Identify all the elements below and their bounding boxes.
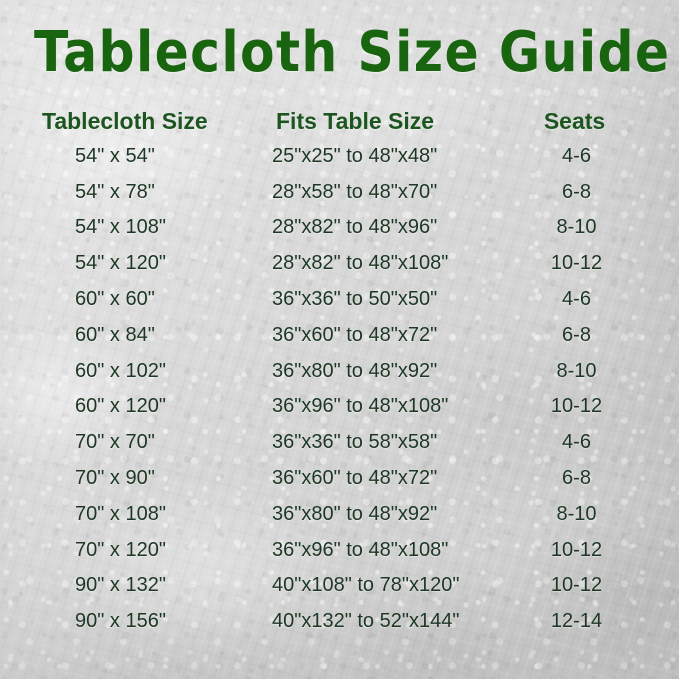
table-row: 54" x 108" 28"x82" to 48"x96" 8-10 [0,210,679,246]
cell-seats: 4-6 [562,144,591,167]
table-row: 90" x 132" 40"x108" to 78"x120" 10-12 [0,568,679,604]
table-header: Tablecloth Size Fits Table Size Seats [0,104,679,138]
table-row: 60" x 120" 36"x96" to 48"x108" 10-12 [0,389,679,425]
column-header-seats: Seats [543,108,606,134]
cell-tablecloth-size: 70" x 90" [75,467,155,490]
table-row: 90" x 156" 40"x132" to 52"x144" 12-14 [0,603,679,639]
cell-seats: 8-10 [556,502,597,525]
cell-seats: 8-10 [556,216,597,239]
cell-fits-table-size: 28"x58" to 48"x70" [272,180,438,203]
table-row: 60" x 84" 36"x60" to 48"x72" 6-8 [0,317,679,353]
cell-tablecloth-size: 70" x 70" [75,431,155,454]
cell-seats: 10-12 [550,395,603,418]
column-header-fits-table-size: Fits Table Size [276,108,435,134]
table-row: 70" x 108" 36"x80" to 48"x92" 8-10 [0,496,679,532]
cell-fits-table-size: 36"x60" to 48"x72" [272,323,438,346]
cell-tablecloth-size: 60" x 84" [75,323,155,346]
column-header-tablecloth-size: Tablecloth Size [42,108,208,134]
cell-fits-table-size: 36"x80" to 48"x92" [272,502,438,525]
cell-seats: 4-6 [562,288,591,311]
table-row: 70" x 120" 36"x96" to 48"x108" 10-12 [0,532,679,568]
cell-tablecloth-size: 90" x 156" [75,610,166,633]
cell-fits-table-size: 36"x96" to 48"x108" [272,395,449,418]
cell-fits-table-size: 40"x108" to 78"x120" [272,574,460,597]
cell-tablecloth-size: 60" x 60" [75,288,155,311]
table-row: 60" x 60" 36"x36" to 50"x50" 4-6 [0,281,679,317]
table-row: 70" x 90" 36"x60" to 48"x72" 6-8 [0,460,679,496]
cell-seats: 6-8 [562,180,591,203]
cell-tablecloth-size: 60" x 102" [75,359,166,382]
cell-seats: 10-12 [550,252,603,275]
table-header-row: Tablecloth Size Fits Table Size Seats [0,104,679,138]
cell-tablecloth-size: 54" x 54" [75,144,155,167]
cell-seats: 6-8 [562,323,591,346]
cell-seats: 10-12 [550,574,603,597]
cell-fits-table-size: 40"x132" to 52"x144" [272,610,460,633]
table-row: 60" x 102" 36"x80" to 48"x92" 8-10 [0,353,679,389]
cell-tablecloth-size: 90" x 132" [75,574,166,597]
cell-seats: 8-10 [556,359,597,382]
cell-seats: 6-8 [562,467,591,490]
table-body: 54" x 54" 25"x25" to 48"x48" 4-6 54" x 78" 2… [0,138,679,639]
cell-fits-table-size: 36"x60" to 48"x72" [272,467,438,490]
cell-tablecloth-size: 54" x 78" [75,180,155,203]
cell-tablecloth-size: 60" x 120" [75,395,166,418]
cell-fits-table-size: 28"x82" to 48"x108" [272,252,449,275]
cell-tablecloth-size: 70" x 108" [75,502,166,525]
page-title: Tablecloth Size Guide [33,20,671,85]
cell-seats: 12-14 [550,610,603,633]
cell-fits-table-size: 25"x25" to 48"x48" [272,144,438,167]
cell-fits-table-size: 36"x96" to 48"x108" [272,538,449,561]
cell-seats: 4-6 [562,431,591,454]
table-row: 54" x 120" 28"x82" to 48"x108" 10-12 [0,245,679,281]
cell-tablecloth-size: 54" x 120" [75,252,166,275]
table-row: 54" x 54" 25"x25" to 48"x48" 4-6 [0,138,679,174]
cell-fits-table-size: 36"x36" to 58"x58" [272,431,438,454]
cell-fits-table-size: 28"x82" to 48"x96" [272,216,438,239]
cell-seats: 10-12 [550,538,603,561]
table-row: 54" x 78" 28"x58" to 48"x70" 6-8 [0,174,679,210]
cell-tablecloth-size: 54" x 108" [75,216,166,239]
cell-fits-table-size: 36"x80" to 48"x92" [272,359,438,382]
tablecloth-size-table: Tablecloth Size Fits Table Size Seats 54… [0,104,679,639]
table-row: 70" x 70" 36"x36" to 58"x58" 4-6 [0,424,679,460]
cell-tablecloth-size: 70" x 120" [75,538,166,561]
cell-fits-table-size: 36"x36" to 50"x50" [272,288,438,311]
